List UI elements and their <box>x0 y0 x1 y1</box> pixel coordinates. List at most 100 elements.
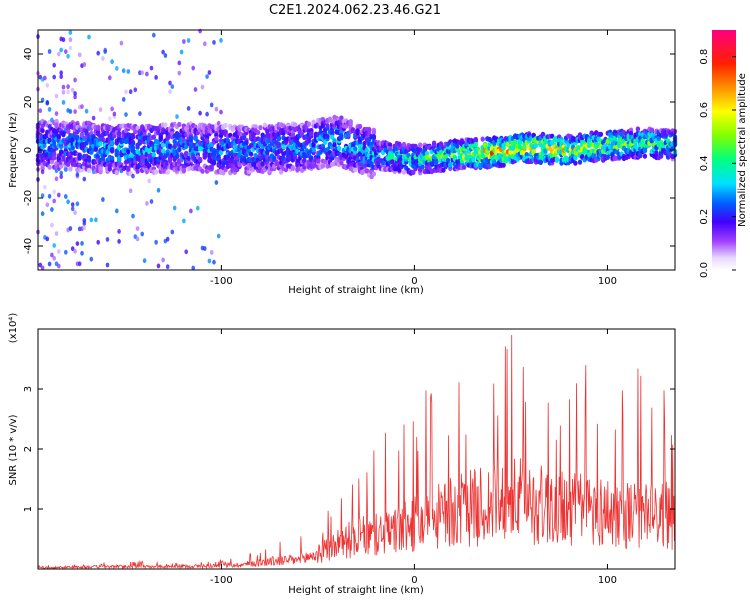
spectrogram-noise-cell <box>64 194 68 199</box>
spectrogram-cell <box>355 130 360 136</box>
spectrogram-noise-cell <box>38 108 43 114</box>
spectrogram-cell <box>237 162 242 168</box>
spectrogram-noise-cell <box>96 50 100 56</box>
spectrogram-cell <box>455 143 460 149</box>
spectrogram-noise-cell <box>40 211 45 217</box>
spectrogram-noise-cell <box>45 82 50 88</box>
spectrogram-noise-cell <box>47 107 52 112</box>
spectrogram-noise-cell <box>191 265 195 271</box>
spectrogram-noise-cell <box>101 197 105 202</box>
spectrogram-cell <box>109 155 115 161</box>
spectrogram-cell <box>61 156 66 162</box>
spectrogram-noise-cell <box>75 241 80 247</box>
spectrogram-y-tick-label: 40 <box>23 48 34 61</box>
spectrogram-noise-cell <box>68 226 73 231</box>
spectrogram-cell <box>100 155 106 161</box>
spectrogram-noise-cell <box>59 174 63 180</box>
spectrogram-noise-cell <box>179 49 184 55</box>
spectrogram-cell <box>577 159 583 165</box>
spectrogram-cell <box>84 140 89 146</box>
spectrogram-cell <box>93 146 99 152</box>
spectrogram-cell <box>320 143 326 149</box>
spectrogram-cell <box>47 164 52 170</box>
spectrogram-noise-cell <box>50 222 54 228</box>
spectrogram-noise-cell <box>73 248 77 254</box>
spectrogram-cell <box>323 159 328 165</box>
spectrogram-noise-cell <box>152 32 156 38</box>
spectrogram-noise-cell <box>77 261 82 267</box>
spectrogram-cell <box>98 166 103 172</box>
spectrogram-noise-cell <box>212 40 216 45</box>
spectrogram-cell <box>214 136 219 142</box>
spectrogram-noise-cell <box>43 184 47 190</box>
spectrogram-y-label: Frequency (Hz) <box>8 112 19 188</box>
spectrogram-cell <box>424 154 430 160</box>
spectrogram-noise-cell <box>209 102 214 108</box>
spectrogram-noise-cell <box>40 169 45 175</box>
spectrogram-noise-cell <box>47 193 52 199</box>
spectrogram-cell <box>281 144 286 150</box>
spectrogram-noise-cell <box>82 62 87 67</box>
spectrogram-noise-cell <box>191 65 195 71</box>
snr-scale-label: (x10⁴) <box>8 313 19 344</box>
spectrogram-noise-cell <box>124 89 128 95</box>
spectrogram-noise-cell <box>45 236 50 242</box>
spectrogram-noise-cell <box>61 84 66 90</box>
spectrogram-noise-cell <box>105 237 110 242</box>
snr-panel: -100 0 100 1 2 3 Height of straight line (km… <box>8 313 676 596</box>
spectrogram-cell <box>186 155 191 161</box>
spectrogram-noise-cell <box>43 75 47 81</box>
spectrogram-noise-cell <box>207 70 212 75</box>
spectrogram-noise-cell <box>82 221 87 226</box>
spectrogram-noise-cell <box>80 250 84 256</box>
spectrogram-noise-cell <box>126 69 131 74</box>
spectrogram-cell <box>434 159 439 165</box>
spectrogram-noise-cell <box>205 111 209 117</box>
spectrogram-cell <box>438 141 444 147</box>
spectrogram-noise-cell <box>182 39 186 44</box>
spectrogram-cell <box>65 128 71 134</box>
spectrogram-cell <box>130 134 136 140</box>
spectrogram-noise-cell <box>216 233 221 239</box>
spectrogram-cell <box>418 142 423 148</box>
spectrogram-noise-cell <box>77 155 82 161</box>
spectrogram-cell <box>75 134 80 140</box>
colorbar: 0.0 0.2 0.4 0.6 0.8 Normalized spectral ampl… <box>699 30 748 278</box>
spectrogram-noise-cell <box>115 66 119 71</box>
spectrogram-cell <box>163 122 168 128</box>
spectrogram-noise-cell <box>82 225 87 231</box>
spectrogram-cell <box>508 149 513 155</box>
spectrogram-noise-cell <box>70 87 75 93</box>
spectrogram-noise-cell <box>119 40 124 46</box>
spectrogram-cell <box>49 159 55 165</box>
spectrogram-cell <box>114 170 120 176</box>
spectrogram-noise-cell <box>61 37 66 43</box>
spectrogram-cell <box>165 169 170 175</box>
spectrogram-noise-cell <box>203 246 207 251</box>
spectrogram-cell <box>628 130 634 136</box>
spectrogram-cell <box>480 136 485 142</box>
spectrogram-cell <box>316 158 321 164</box>
spectrogram-cell <box>330 129 335 135</box>
spectrogram-cell <box>487 142 492 148</box>
spectrogram-noise-cell <box>177 60 182 66</box>
spectrogram-noise-cell <box>165 264 170 270</box>
spectrogram-cell <box>96 125 101 131</box>
spectrogram-cell <box>160 148 166 154</box>
spectrogram-noise-cell <box>203 41 207 47</box>
spectrogram-noise-cell <box>70 206 75 212</box>
spectrogram-cell <box>126 166 131 172</box>
spectrogram-noise-cell <box>207 258 212 264</box>
spectrogram-cell <box>336 145 342 152</box>
spectrogram-panel: -100 0 100 -40 -20 0 20 40 Height of straight … <box>8 28 678 296</box>
spectrogram-cell <box>135 168 140 174</box>
spectrogram-noise-cell <box>214 180 219 185</box>
spectrogram-noise-cell <box>156 263 161 269</box>
spectrogram-noise-cell <box>66 84 70 90</box>
spectrogram-cell <box>52 141 57 147</box>
spectrogram-noise-cell <box>61 100 66 105</box>
spectrogram-noise-cell <box>50 207 54 212</box>
spectrogram-cell <box>40 128 45 134</box>
spectrogram-cell <box>411 169 416 175</box>
spectrogram-noise-cell <box>196 205 200 211</box>
